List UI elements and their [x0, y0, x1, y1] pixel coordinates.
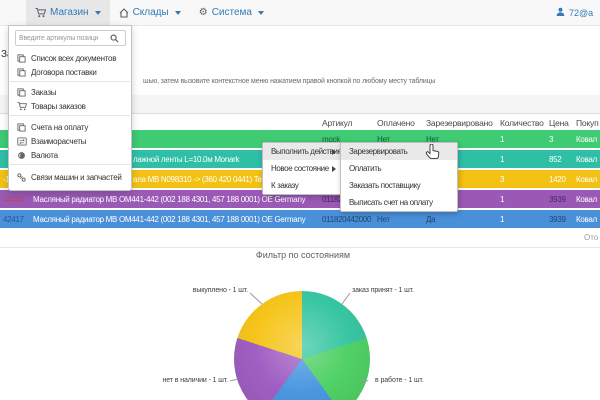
context-menu: Выполнить действие Новое состояние К зак… [262, 142, 342, 195]
row-paid: Нет [377, 135, 390, 144]
cart-icon [35, 7, 46, 18]
pie-gloss [234, 291, 370, 400]
nav-item-system[interactable]: ⚙ Система [190, 0, 273, 25]
nav-item-label: Система [211, 7, 252, 18]
pie-label-out-of-stock: нет в наличии - 1 шт. [162, 377, 228, 384]
documents-icon [17, 68, 26, 77]
search-icon [110, 31, 119, 46]
nav-item-label: Магазин [50, 7, 89, 18]
menu-divider [10, 115, 130, 116]
column-header-artikul: Артикул [322, 118, 353, 128]
row-qty: 1 [500, 215, 505, 224]
menu-item-invoices[interactable]: Счета на оплату [9, 121, 131, 134]
nav-item-shop[interactable]: Магазин [26, 0, 110, 25]
chevron-down-icon [174, 10, 181, 15]
gear-icon: ⚙ [198, 6, 208, 18]
row-buyer: Ковал [576, 195, 597, 204]
row-qty: 1 [500, 195, 505, 204]
row-reserved: Нет [426, 135, 439, 144]
context-item-perform-action[interactable]: Выполнить действие [263, 143, 342, 160]
user-icon [556, 7, 565, 18]
row-buyer: Ковал [576, 135, 597, 144]
menu-item-order-goods[interactable]: Товары заказов [9, 100, 131, 113]
user-account-link[interactable]: 72@a [556, 0, 593, 25]
menu-divider [10, 81, 130, 82]
link-icon [17, 173, 26, 182]
menu-item-settlements[interactable]: Взаиморасчеты [9, 135, 131, 148]
row-artikul: mock [322, 135, 340, 144]
status-pie-chart[interactable] [234, 291, 370, 400]
pie-label-order-accepted: заказ принят - 1 шт. [352, 287, 414, 294]
search-button[interactable] [104, 30, 126, 46]
column-header-price: Цена [549, 118, 569, 128]
submenu-item-pay[interactable]: Оплатить [349, 164, 382, 173]
column-header-buyer: Покуп [576, 118, 599, 128]
row-qty: 1 [500, 155, 505, 164]
coin-icon [17, 151, 26, 160]
submenu-item-order-from-supplier[interactable]: Заказать поставщику [349, 181, 421, 190]
menu-item-all-documents[interactable]: Список всех документов [9, 52, 131, 65]
documents-icon [17, 54, 26, 63]
nav-item-warehouses[interactable]: Склады [110, 0, 190, 25]
row-id-link[interactable]: 42417 [3, 215, 24, 224]
row-artikul: 011820442000 [322, 215, 372, 224]
documents-icon [17, 88, 26, 97]
home-icon [119, 7, 129, 18]
row-reserved: Да [426, 215, 436, 224]
row-paid: Нет [377, 215, 390, 224]
pie-label-in-progress: в работе - 1 шт. [375, 377, 424, 384]
exchange-icon [17, 137, 27, 146]
column-header-qty: Количество [500, 118, 544, 128]
nav-item-label: Склады [132, 7, 169, 18]
search-input[interactable] [15, 30, 105, 46]
chevron-down-icon [94, 10, 101, 15]
row-name: ала MB N098310 -> (360 420 0441) Tem [133, 175, 268, 184]
row-buyer: Ковал [576, 215, 597, 224]
row-price: 852 [549, 155, 562, 164]
submenu-arrow-icon [332, 148, 336, 155]
row-name: Масляный радиатор MB OM441-442 (002 188 … [33, 195, 306, 204]
documents-icon [17, 123, 26, 132]
context-submenu: Зарезервировать Оплатить Заказать постав… [340, 142, 458, 212]
user-label: 72@a [569, 7, 594, 18]
context-item-new-state[interactable]: Новое состояние [263, 160, 341, 177]
chart-title: Фильтр по состояниям [255, 250, 351, 260]
row-price: 1420 [549, 175, 566, 184]
submenu-item-reserve[interactable]: Зарезервировать [341, 143, 457, 160]
table-usage-hint: шью, затем вызовите контекстное меню наж… [143, 78, 436, 85]
table-footer-note: Ото [584, 233, 599, 242]
submenu-arrow-icon [332, 165, 336, 172]
row-qty: 3 [500, 175, 505, 184]
table-row[interactable]: 42417 Масляный радиатор MB OM441-442 (00… [0, 210, 600, 228]
row-qty: 1 [500, 135, 505, 144]
section-divider [0, 247, 600, 248]
row-id-link[interactable]: -1 [3, 175, 10, 184]
column-header-paid: Оплачено [377, 118, 415, 128]
row-buyer: Ковал [576, 175, 597, 184]
menu-item-supply-contracts[interactable]: Договора поставки [9, 66, 131, 79]
menu-item-car-parts-links[interactable]: Связи машин и запчастей [9, 171, 131, 184]
row-id-link[interactable]: 44445 [3, 195, 24, 204]
pie-label-bought: выкуплено - 1 шт. [192, 287, 248, 294]
menu-divider [10, 164, 130, 165]
row-price: 3 [549, 135, 554, 144]
row-buyer: Ковал [576, 155, 597, 164]
row-name: лажной ленты L=10.0м Monark [133, 155, 240, 164]
top-navbar: Магазин Склады ⚙ Система 72@a [0, 0, 600, 26]
row-price: 3939 [549, 215, 566, 224]
context-item-to-order[interactable]: К заказу [271, 181, 299, 190]
row-name: Масляный радиатор MB OM441-442 (002 188 … [33, 215, 306, 224]
shop-dropdown-menu: Список всех документов Договора поставки… [8, 25, 132, 191]
chevron-down-icon [257, 10, 264, 15]
row-artikul: 011820 [322, 195, 347, 204]
row-price: 3939 [549, 195, 566, 204]
column-header-reserved: Зарезервировано [426, 118, 493, 128]
submenu-item-issue-invoice[interactable]: Выписать счет на оплату [349, 198, 433, 207]
menu-item-orders[interactable]: Заказы [9, 86, 131, 99]
cart-icon [17, 102, 27, 111]
menu-item-currency[interactable]: Валюта [9, 149, 131, 162]
